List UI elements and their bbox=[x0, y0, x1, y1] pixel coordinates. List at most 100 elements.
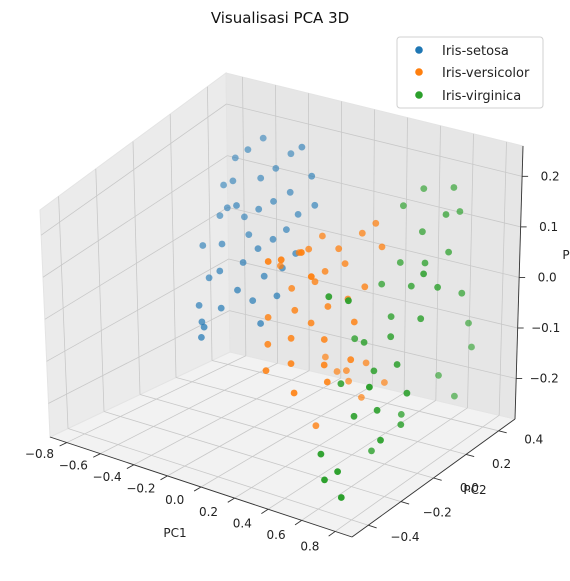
point-setosa bbox=[270, 198, 277, 205]
point-setosa bbox=[216, 267, 224, 275]
point-versicolor bbox=[378, 243, 386, 251]
point-versicolor bbox=[264, 340, 272, 348]
z-gridline-left bbox=[40, 103, 227, 236]
point-setosa bbox=[231, 154, 239, 162]
legend-marker-setosa bbox=[415, 46, 423, 54]
point-virginica bbox=[321, 476, 328, 484]
point-setosa bbox=[286, 188, 294, 196]
z-tick-label: −0.1 bbox=[531, 321, 560, 335]
point-virginica bbox=[366, 383, 373, 391]
point-virginica bbox=[445, 248, 452, 256]
point-setosa bbox=[273, 292, 281, 300]
point-setosa bbox=[298, 143, 306, 151]
point-virginica bbox=[442, 211, 450, 218]
y-gridline-wall bbox=[132, 141, 141, 395]
point-virginica bbox=[420, 185, 428, 193]
point-versicolor bbox=[333, 368, 341, 375]
point-virginica bbox=[351, 335, 359, 343]
point-virginica bbox=[370, 367, 378, 375]
point-setosa bbox=[223, 204, 231, 212]
point-versicolor bbox=[264, 314, 272, 321]
point-setosa bbox=[234, 286, 241, 294]
point-virginica bbox=[373, 406, 381, 414]
point-virginica bbox=[468, 343, 475, 351]
point-virginica bbox=[397, 421, 405, 428]
point-versicolor bbox=[361, 283, 369, 291]
point-virginica bbox=[387, 333, 395, 341]
legend-label-versicolor: Iris-versicolor bbox=[442, 66, 530, 81]
y-tick-mark bbox=[400, 501, 410, 505]
point-setosa bbox=[257, 320, 264, 327]
x-tick-label: 0.4 bbox=[233, 516, 252, 530]
point-versicolor bbox=[287, 334, 295, 342]
point-setosa bbox=[200, 323, 208, 331]
point-setosa bbox=[287, 150, 295, 158]
z-gridline-left bbox=[48, 310, 230, 404]
point-virginica bbox=[421, 259, 429, 267]
x-tick-mark bbox=[193, 486, 202, 492]
x-gridline-wall bbox=[498, 141, 507, 416]
point-virginica bbox=[465, 319, 472, 327]
point-versicolor bbox=[324, 303, 332, 310]
y-gridline-floor bbox=[67, 428, 369, 526]
point-virginica bbox=[450, 184, 458, 191]
x-axis-line bbox=[49, 436, 353, 538]
point-virginica bbox=[407, 282, 415, 290]
x-gridline-wall bbox=[372, 109, 375, 386]
z-tick-label: −0.2 bbox=[530, 372, 559, 386]
point-setosa bbox=[272, 165, 280, 172]
y-axis-line bbox=[351, 418, 516, 538]
point-versicolor bbox=[335, 245, 343, 253]
y-axis-label: PC2 bbox=[463, 483, 486, 497]
point-virginica bbox=[451, 392, 458, 400]
point-versicolor bbox=[345, 377, 352, 385]
x-gridline-wall bbox=[435, 125, 441, 401]
point-setosa bbox=[220, 181, 228, 189]
axis-ticks: −0.8 −0.6 −0.4 −0.2 0.0 0.2 0.4 0.6 0.8 −0.4 −0.2 0… bbox=[25, 145, 560, 554]
y-tick-mark bbox=[433, 477, 442, 481]
point-versicolor bbox=[341, 260, 349, 267]
y-gridline-wall bbox=[169, 114, 177, 378]
x-tick-label: 0.6 bbox=[267, 528, 286, 542]
z-tick-label: 0.1 bbox=[539, 220, 558, 234]
legend: Iris-setosa Iris-versicolor Iris-virgini… bbox=[396, 36, 544, 109]
y-gridline-floor bbox=[211, 360, 499, 432]
x-tick-mark bbox=[261, 508, 269, 514]
point-virginica bbox=[387, 313, 395, 320]
z-tick-label: 0.2 bbox=[541, 169, 560, 183]
point-setosa bbox=[311, 201, 319, 209]
point-setosa bbox=[254, 245, 262, 253]
x-tick-label: −0.8 bbox=[25, 447, 54, 461]
point-setosa bbox=[255, 205, 263, 213]
z-gridline-left bbox=[42, 155, 228, 278]
point-versicolor bbox=[343, 367, 350, 374]
y-gridline-floor bbox=[103, 411, 402, 502]
legend-marker-virginica bbox=[415, 91, 423, 99]
point-versicolor bbox=[320, 361, 328, 369]
point-versicolor bbox=[291, 306, 299, 314]
point-virginica bbox=[420, 270, 427, 278]
point-virginica bbox=[419, 228, 426, 236]
point-setosa bbox=[241, 213, 248, 221]
point-setosa bbox=[195, 302, 203, 309]
point-versicolor bbox=[321, 268, 329, 275]
legend-label-setosa: Iris-setosa bbox=[442, 44, 509, 59]
x-tick-label: 0.8 bbox=[300, 540, 319, 554]
x-tick-mark bbox=[59, 442, 67, 447]
point-virginica bbox=[360, 339, 368, 346]
z-axis-label: P bbox=[562, 248, 569, 262]
point-setosa bbox=[249, 297, 257, 304]
point-virginica bbox=[456, 208, 464, 215]
x-gridline-wall bbox=[403, 117, 408, 393]
x-tick-label: −0.4 bbox=[93, 470, 122, 484]
point-setosa bbox=[259, 134, 267, 142]
x-tick-label: 0.2 bbox=[199, 505, 218, 519]
point-versicolor bbox=[264, 258, 272, 265]
point-virginica bbox=[368, 447, 375, 455]
point-virginica bbox=[397, 411, 405, 418]
legend-marker-versicolor bbox=[415, 68, 423, 76]
point-setosa bbox=[269, 235, 277, 243]
point-versicolor bbox=[305, 245, 313, 253]
y-tick-mark bbox=[465, 453, 475, 457]
